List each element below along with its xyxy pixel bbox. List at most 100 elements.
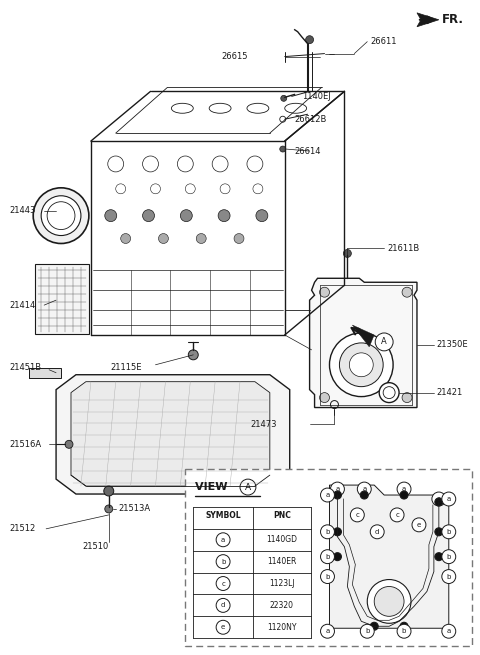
Circle shape: [397, 482, 411, 496]
Circle shape: [435, 553, 443, 561]
Circle shape: [104, 486, 114, 496]
Polygon shape: [352, 325, 374, 347]
Circle shape: [143, 210, 155, 221]
Polygon shape: [329, 485, 449, 628]
Text: a: a: [402, 486, 406, 492]
Text: 26611: 26611: [370, 37, 397, 46]
Polygon shape: [71, 382, 270, 486]
Text: b: b: [325, 529, 330, 535]
Circle shape: [442, 525, 456, 539]
Circle shape: [329, 333, 393, 396]
Circle shape: [412, 518, 426, 532]
Text: d: d: [221, 603, 225, 608]
Circle shape: [343, 250, 351, 257]
Circle shape: [390, 508, 404, 522]
Circle shape: [41, 196, 81, 236]
Circle shape: [280, 146, 286, 152]
Circle shape: [105, 210, 117, 221]
Text: b: b: [325, 574, 330, 580]
Text: d: d: [375, 529, 379, 535]
Circle shape: [442, 492, 456, 506]
Text: 1140ER: 1140ER: [267, 557, 297, 566]
Circle shape: [320, 288, 329, 297]
Text: 21512: 21512: [9, 525, 36, 533]
Circle shape: [65, 440, 73, 448]
Circle shape: [379, 383, 399, 403]
Circle shape: [435, 498, 443, 506]
Text: 21350E: 21350E: [437, 341, 468, 349]
Circle shape: [367, 580, 411, 624]
Circle shape: [33, 188, 89, 244]
Text: b: b: [446, 553, 451, 559]
Text: a: a: [447, 628, 451, 634]
Text: 21473: 21473: [250, 420, 276, 429]
Text: 1123LJ: 1123LJ: [269, 579, 295, 588]
FancyBboxPatch shape: [185, 469, 472, 646]
Circle shape: [402, 392, 412, 403]
Circle shape: [330, 482, 344, 496]
Polygon shape: [310, 278, 417, 407]
Text: 1140GD: 1140GD: [266, 535, 297, 544]
Circle shape: [158, 234, 168, 244]
Text: a: a: [437, 496, 441, 502]
Text: a: a: [221, 536, 225, 543]
Circle shape: [320, 392, 329, 403]
Text: A: A: [245, 483, 251, 491]
Circle shape: [339, 343, 383, 386]
Polygon shape: [56, 375, 290, 494]
Circle shape: [120, 234, 131, 244]
Text: 21414: 21414: [9, 301, 36, 310]
Text: 26615: 26615: [221, 52, 248, 61]
Circle shape: [188, 350, 198, 360]
Circle shape: [334, 553, 341, 561]
Text: 1120NY: 1120NY: [267, 623, 297, 632]
Circle shape: [216, 533, 230, 547]
Text: c: c: [221, 580, 225, 586]
Circle shape: [334, 528, 341, 536]
Text: 21115E: 21115E: [111, 364, 142, 372]
Text: A: A: [381, 337, 387, 346]
Text: 21421: 21421: [437, 388, 463, 397]
Circle shape: [234, 234, 244, 244]
Circle shape: [321, 570, 335, 584]
Text: 21451B: 21451B: [9, 364, 41, 372]
Text: a: a: [336, 486, 339, 492]
Circle shape: [370, 525, 384, 539]
Text: b: b: [446, 574, 451, 580]
Circle shape: [349, 353, 373, 377]
Circle shape: [370, 622, 378, 630]
Circle shape: [306, 36, 313, 44]
Text: 21611B: 21611B: [387, 244, 420, 253]
Text: b: b: [402, 628, 406, 634]
Text: VIEW: VIEW: [195, 482, 232, 492]
Text: 1140EJ: 1140EJ: [301, 92, 330, 101]
Circle shape: [216, 620, 230, 634]
Polygon shape: [29, 367, 61, 378]
Circle shape: [281, 96, 287, 102]
Text: 21513A: 21513A: [119, 504, 151, 514]
Text: a: a: [362, 486, 366, 492]
Circle shape: [357, 482, 371, 496]
Circle shape: [218, 210, 230, 221]
FancyBboxPatch shape: [35, 265, 89, 334]
Circle shape: [321, 624, 335, 638]
Text: a: a: [325, 628, 330, 634]
Text: b: b: [365, 628, 370, 634]
Circle shape: [435, 528, 443, 536]
Circle shape: [321, 488, 335, 502]
Text: c: c: [395, 512, 399, 518]
Circle shape: [180, 210, 192, 221]
Text: SYMBOL: SYMBOL: [205, 512, 241, 521]
Text: 26612B: 26612B: [295, 115, 327, 124]
Circle shape: [321, 550, 335, 563]
Circle shape: [216, 599, 230, 612]
Circle shape: [400, 622, 408, 630]
Circle shape: [442, 624, 456, 638]
Circle shape: [442, 570, 456, 584]
Text: 22320: 22320: [270, 601, 294, 610]
Circle shape: [216, 576, 230, 590]
Circle shape: [402, 288, 412, 297]
Text: e: e: [221, 624, 225, 630]
Circle shape: [360, 624, 374, 638]
Circle shape: [397, 624, 411, 638]
